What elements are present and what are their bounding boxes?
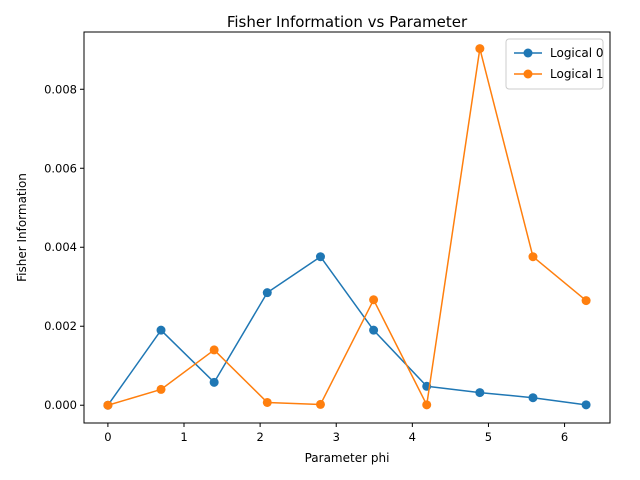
y-tick-label: 0.002 [44, 319, 77, 333]
y-axis-ticks: 0.000 0.002 0.004 0.006 0.008 [44, 82, 84, 412]
legend-label-logical-0: Logical 0 [550, 46, 604, 60]
y-tick-label: 0.006 [44, 161, 77, 175]
y-tick-label: 0.000 [44, 398, 77, 412]
series-logical-0 [103, 252, 591, 410]
x-tick-label: 2 [256, 430, 263, 444]
data-point-logical-1 [209, 345, 219, 355]
y-tick-label: 0.004 [44, 240, 77, 254]
legend-marker-logical-0 [523, 48, 533, 58]
x-tick-label: 3 [333, 430, 340, 444]
series-layer [103, 44, 591, 410]
data-point-logical-0 [209, 377, 219, 387]
series-logical-1 [103, 44, 591, 410]
data-point-logical-0 [315, 252, 325, 262]
data-point-logical-1 [156, 384, 166, 394]
series-line-logical-0 [107, 255, 587, 406]
x-axis-ticks: 0 1 2 3 4 5 6 [104, 423, 568, 444]
x-tick-label: 5 [485, 430, 492, 444]
data-point-logical-0 [528, 393, 538, 403]
y-tick-label: 0.008 [44, 82, 77, 96]
x-axis-label: Parameter phi [305, 451, 390, 465]
x-tick-label: 1 [180, 430, 187, 444]
legend-marker-logical-1 [523, 69, 533, 79]
chart-title: Fisher Information vs Parameter [227, 13, 468, 31]
data-point-logical-1 [475, 44, 485, 54]
data-point-logical-1 [528, 252, 538, 262]
data-point-logical-1 [581, 296, 591, 306]
series-line-logical-1 [107, 47, 587, 406]
data-point-logical-1 [315, 399, 325, 409]
data-point-logical-0 [369, 325, 379, 335]
legend-label-logical-1: Logical 1 [550, 67, 604, 81]
data-point-logical-1 [369, 295, 379, 305]
x-tick-label: 4 [409, 430, 416, 444]
legend: Logical 0 Logical 1 [505, 38, 604, 90]
data-point-logical-0 [475, 388, 485, 398]
data-point-logical-1 [262, 397, 272, 407]
data-point-logical-1 [422, 400, 432, 410]
x-tick-label: 6 [561, 430, 568, 444]
data-point-logical-1 [103, 400, 113, 410]
plot-frame [83, 31, 611, 424]
y-axis-label: Fisher Information [15, 173, 29, 282]
data-point-logical-0 [262, 288, 272, 298]
data-point-logical-0 [581, 400, 591, 410]
x-tick-label: 0 [104, 430, 111, 444]
data-point-logical-0 [156, 325, 166, 335]
